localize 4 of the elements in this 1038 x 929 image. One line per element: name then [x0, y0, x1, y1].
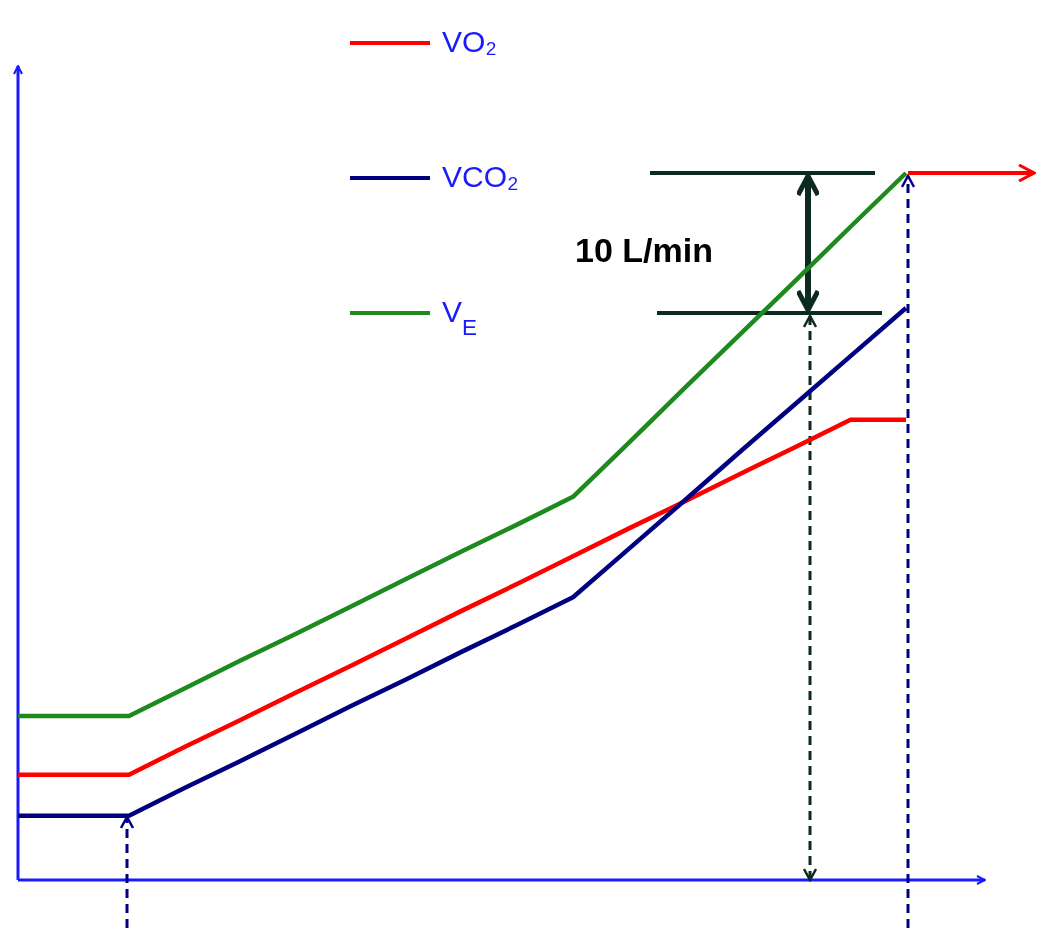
annotation: 10 L/min: [575, 231, 713, 269]
legend-label: V$_{E}$: [442, 295, 478, 340]
legend-label: VCO₂: [442, 160, 519, 193]
legend-label: VO₂: [442, 25, 497, 58]
